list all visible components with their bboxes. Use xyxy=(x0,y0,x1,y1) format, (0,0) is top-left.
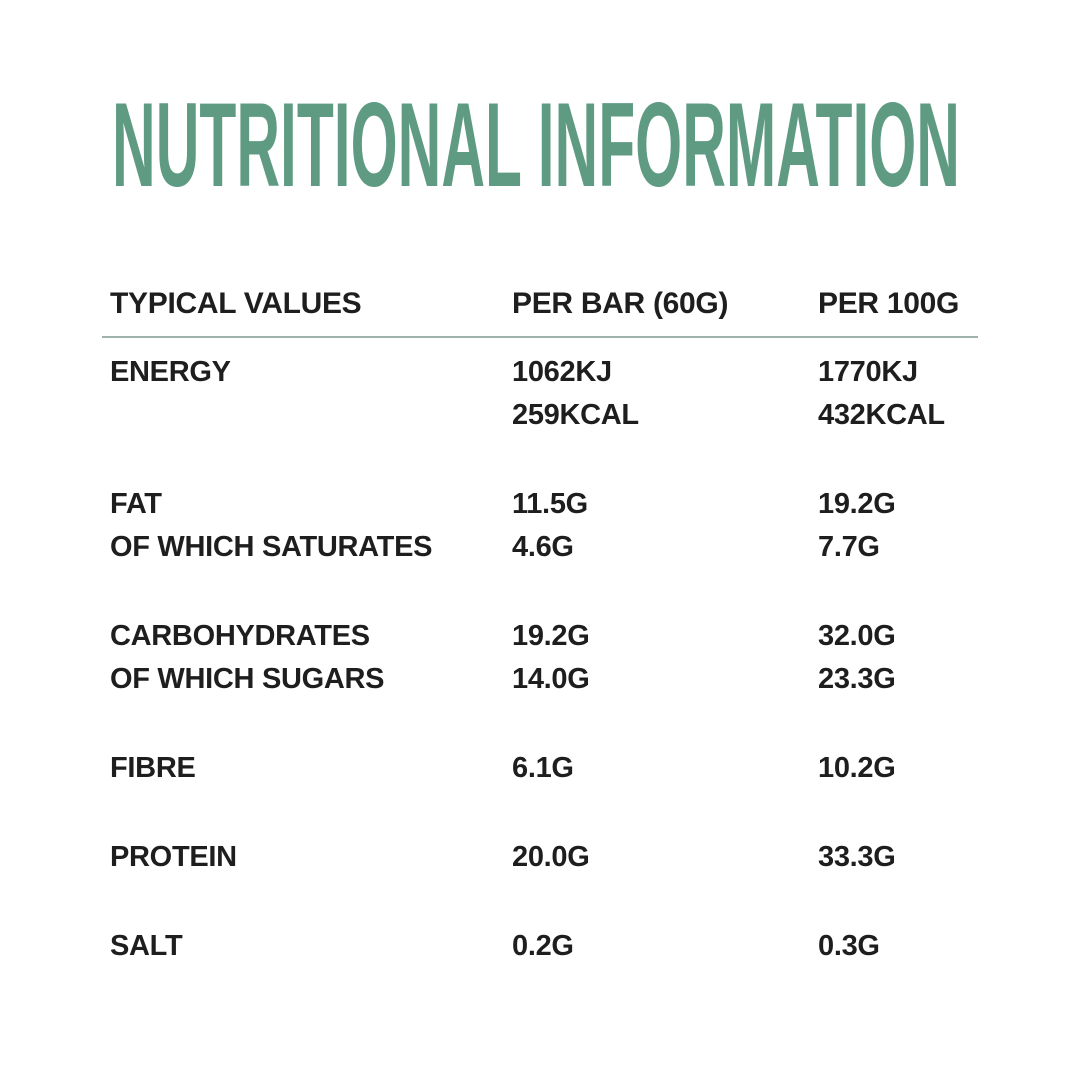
table-row: PROTEIN 20.0G 33.3G xyxy=(110,836,970,879)
per-100g-cell: 1770KJ xyxy=(818,356,918,388)
per-bar-cell: 19.2G xyxy=(512,620,590,652)
per-100g-cell: 7.7G xyxy=(818,531,880,563)
per-bar-cell: 0.2G xyxy=(512,930,574,962)
per-bar-cell: 20.0G xyxy=(512,841,590,873)
table-row: SALT 0.2G 0.3G xyxy=(110,925,970,968)
per-bar-cell: 6.1G xyxy=(512,752,574,784)
page-title: NUTRITIONAL INFORMATION xyxy=(112,78,964,212)
per-100g-cell: 19.2G xyxy=(818,488,896,520)
row-label-cell: PROTEIN xyxy=(110,841,237,873)
row-label-cell: FIBRE xyxy=(110,752,196,784)
per-bar-cell: 14.0G xyxy=(512,663,590,695)
row-group-energy: ENERGY 1062KJ 1770KJ 259KCAL 432KCAL xyxy=(110,351,970,437)
per-100g-cell: 32.0G xyxy=(818,620,896,652)
table-row: OF WHICH SUGARS 14.0G 23.3G xyxy=(110,658,970,701)
page-title-svg: NUTRITIONAL INFORMATION xyxy=(112,78,960,212)
per-bar-cell: 259KCAL xyxy=(512,399,639,431)
row-label-cell: OF WHICH SATURATES xyxy=(110,531,433,563)
header-divider xyxy=(102,336,978,338)
column-header-per-100g: PER 100G xyxy=(818,287,960,320)
table-row: FIBRE 6.1G 10.2G xyxy=(110,747,970,790)
nutrition-table: TYPICAL VALUES PER BAR (60G) PER 100G EN… xyxy=(102,288,978,1014)
table-body: ENERGY 1062KJ 1770KJ 259KCAL 432KCAL FAT… xyxy=(110,351,970,968)
table-row: ENERGY 1062KJ 1770KJ xyxy=(110,351,970,394)
row-label-cell: SALT xyxy=(110,930,183,962)
table-header-row: TYPICAL VALUES PER BAR (60G) PER 100G xyxy=(110,288,970,320)
row-group-fibre: FIBRE 6.1G 10.2G xyxy=(110,747,970,790)
column-header-typical-values: TYPICAL VALUES xyxy=(110,287,362,320)
per-100g-cell: 23.3G xyxy=(818,663,896,695)
row-label-cell: ENERGY xyxy=(110,356,231,388)
row-label-cell: FAT xyxy=(110,488,162,520)
per-bar-cell: 4.6G xyxy=(512,531,574,563)
per-100g-cell: 432KCAL xyxy=(818,399,945,431)
per-100g-cell: 10.2G xyxy=(818,752,896,784)
per-bar-cell: 1062KJ xyxy=(512,356,612,388)
row-group-carbohydrates: CARBOHYDRATES 19.2G 32.0G OF WHICH SUGAR… xyxy=(110,615,970,701)
table-row: OF WHICH SATURATES 4.6G 7.7G xyxy=(110,526,970,569)
row-group-fat: FAT 11.5G 19.2G OF WHICH SATURATES 4.6G … xyxy=(110,483,970,569)
table-row: 259KCAL 432KCAL xyxy=(110,394,970,437)
per-100g-cell: 0.3G xyxy=(818,930,880,962)
per-bar-cell: 11.5G xyxy=(512,488,588,520)
table-row: CARBOHYDRATES 19.2G 32.0G xyxy=(110,615,970,658)
row-group-salt: SALT 0.2G 0.3G xyxy=(110,925,970,968)
per-100g-cell: 33.3G xyxy=(818,841,896,873)
table-row: FAT 11.5G 19.2G xyxy=(110,483,970,526)
column-header-per-bar: PER BAR (60G) xyxy=(512,287,729,320)
row-label-cell: CARBOHYDRATES xyxy=(110,620,370,652)
row-label-cell: OF WHICH SUGARS xyxy=(110,663,385,695)
page-title-text: NUTRITIONAL INFORMATION xyxy=(112,93,960,193)
row-group-protein: PROTEIN 20.0G 33.3G xyxy=(110,836,970,879)
